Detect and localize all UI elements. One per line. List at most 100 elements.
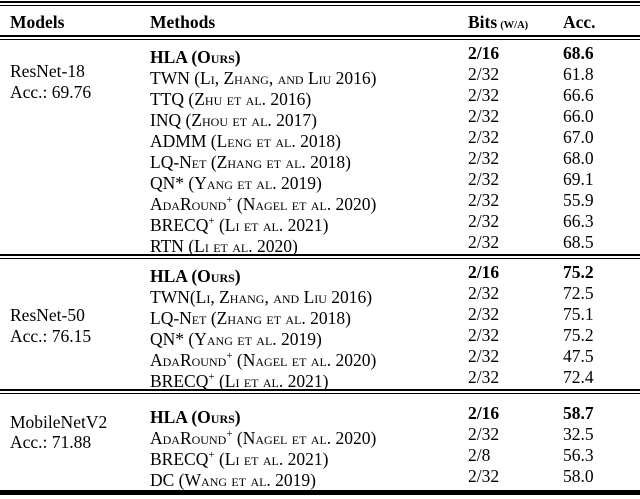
method-name: AdaRound xyxy=(150,193,227,214)
model-baseline-acc: Acc.: 76.15 xyxy=(10,325,92,346)
method-name: TWN (Li, Zhang, and Liu 2016) xyxy=(150,67,377,88)
bits-cell: 2/8 xyxy=(468,445,491,465)
acc-cell: 75.2 xyxy=(563,325,594,345)
bits-cell: 2/16 xyxy=(468,262,500,282)
method-cell: HLA (Ours) xyxy=(150,403,241,428)
acc-cell: 72.5 xyxy=(563,283,594,303)
method-superscript: + xyxy=(226,194,233,206)
table-row: LQ-Net (Zhang et al. 2018) 2/32 68.0 xyxy=(0,148,640,172)
table-row: ADMM (Leng et al. 2018) 2/32 67.0 xyxy=(0,127,640,151)
method-cell: DC (Wang et al. 2019) xyxy=(150,466,316,491)
bits-label: Bits xyxy=(468,12,498,32)
acc-cell: 72.4 xyxy=(563,367,594,387)
table-row: QN* (Yang et al. 2019) 2/32 75.2 xyxy=(0,325,640,349)
table-row: QN* (Yang et al. 2019) 2/32 69.1 xyxy=(0,169,640,193)
table-row: HLA (Ours) 2/16 58.7 xyxy=(0,403,640,427)
acc-cell: 61.8 xyxy=(563,64,594,84)
acc-cell: 75.1 xyxy=(563,304,594,324)
table-row: HLA (Ours) 2/16 68.6 xyxy=(0,43,640,67)
acc-cell: 68.6 xyxy=(563,43,594,63)
table-row: AdaRound+ (Nagel et al. 2020) 2/32 55.9 xyxy=(0,190,640,214)
table-row: INQ (Zhou et al. 2017) 2/32 66.0 xyxy=(0,106,640,130)
method-name: LQ-Net (Zhang et al. 2018) xyxy=(150,151,351,172)
section-resnet50: ResNet-50 Acc.: 76.15 HLA (Ours) 2/16 75… xyxy=(0,262,640,391)
acc-cell: 68.0 xyxy=(563,148,594,168)
method-cell: TTQ (Zhu et al. 2016) xyxy=(150,85,311,110)
method-citation: (Nagel et al. 2020) xyxy=(232,193,377,214)
method-name: TTQ (Zhu et al. 2016) xyxy=(150,88,312,109)
section-rule xyxy=(0,389,640,394)
table-row: BRECQ+ (Li et al. 2021) 2/32 72.4 xyxy=(0,367,640,391)
table-row: TTQ (Zhu et al. 2016) 2/32 66.6 xyxy=(0,85,640,109)
bits-cell: 2/32 xyxy=(468,367,500,387)
method-cell: HLA (Ours) xyxy=(150,262,241,287)
method-cell: INQ (Zhou et al. 2017) xyxy=(150,106,317,131)
method-superscript: + xyxy=(226,428,233,440)
acc-cell: 66.3 xyxy=(563,211,594,231)
model-name: ResNet-50 xyxy=(10,304,85,325)
section-rule xyxy=(0,254,640,259)
table-row: AdaRound+ (Nagel et al. 2020) 2/32 47.5 xyxy=(0,346,640,370)
method-cell: QN* (Yang et al. 2019) xyxy=(150,325,322,350)
method-name: AdaRound xyxy=(150,349,227,370)
method-name: BRECQ xyxy=(150,448,209,469)
method-name: BRECQ xyxy=(150,370,209,391)
bits-cell: 2/32 xyxy=(468,85,500,105)
table-row: TWN (Li, Zhang, and Liu 2016) 2/32 61.8 xyxy=(0,64,640,88)
table-row: TWN(Li, Zhang, and Liu 2016) 2/32 72.5 xyxy=(0,283,640,307)
column-header-acc: Acc. xyxy=(563,12,596,32)
acc-cell: 66.0 xyxy=(563,106,594,126)
method-cell: HLA (Ours) xyxy=(150,43,241,68)
method-name: QN* (Yang et al. 2019) xyxy=(150,328,322,349)
method-cell: AdaRound+ (Nagel et al. 2020) xyxy=(150,346,376,371)
acc-cell: 58.7 xyxy=(563,403,594,423)
bits-unit-label: (W/A) xyxy=(500,20,529,31)
method-cell: LQ-Net (Zhang et al. 2018) xyxy=(150,304,351,329)
acc-cell: 69.1 xyxy=(563,169,594,189)
acc-cell: 75.2 xyxy=(563,262,594,282)
method-citation: (Nagel et al. 2020) xyxy=(232,427,377,448)
method-superscript: + xyxy=(208,449,215,461)
method-citation: (Nagel et al. 2020) xyxy=(232,349,377,370)
method-superscript: + xyxy=(208,371,215,383)
method-cell: QN* (Yang et al. 2019) xyxy=(150,169,322,194)
bits-cell: 2/32 xyxy=(468,169,500,189)
bits-cell: 2/32 xyxy=(468,127,500,147)
model-name: ResNet-18 xyxy=(10,60,85,81)
table-row: BRECQ+ (Li et al. 2021) 2/32 66.3 xyxy=(0,211,640,235)
acc-cell: 67.0 xyxy=(563,127,594,147)
table-row: LQ-Net (Zhang et al. 2018) 2/32 75.1 xyxy=(0,304,640,328)
bits-cell: 2/32 xyxy=(468,148,500,168)
bits-cell: 2/32 xyxy=(468,466,500,486)
method-cell: BRECQ+ (Li et al. 2021) xyxy=(150,211,328,236)
bits-cell: 2/32 xyxy=(468,325,500,345)
acc-cell: 56.3 xyxy=(563,445,594,465)
bits-cell: 2/32 xyxy=(468,211,500,231)
bits-cell: 2/16 xyxy=(468,43,500,63)
method-cell: BRECQ+ (Li et al. 2021) xyxy=(150,445,328,470)
bottom-rule xyxy=(0,490,640,495)
bits-cell: 2/32 xyxy=(468,232,500,252)
section-mobilenetv2: MobileNetV2 Acc.: 71.88 HLA (Ours) 2/16 … xyxy=(0,403,640,490)
method-cell: AdaRound+ (Nagel et al. 2020) xyxy=(150,424,376,449)
bits-cell: 2/32 xyxy=(468,283,500,303)
method-name: BRECQ xyxy=(150,214,209,235)
column-header-bits: Bits (W/A) xyxy=(468,11,528,37)
method-cell: LQ-Net (Zhang et al. 2018) xyxy=(150,148,351,173)
top-rule xyxy=(0,1,640,6)
bits-cell: 2/32 xyxy=(468,190,500,210)
method-name: HLA (Ours) xyxy=(150,46,241,67)
method-name: HLA (Ours) xyxy=(150,406,241,427)
model-baseline-acc: Acc.: 69.76 xyxy=(10,81,92,102)
table-row: RTN (Li et al. 2020) 2/32 68.5 xyxy=(0,232,640,256)
table-row: DC (Wang et al. 2019) 2/32 58.0 xyxy=(0,466,640,490)
method-cell: TWN(Li, Zhang, and Liu 2016) xyxy=(150,283,372,308)
table-row: HLA (Ours) 2/16 75.2 xyxy=(0,262,640,286)
method-name: TWN(Li, Zhang, and Liu 2016) xyxy=(150,286,373,307)
method-name: ADMM (Leng et al. 2018) xyxy=(150,130,341,151)
method-cell: ADMM (Leng et al. 2018) xyxy=(150,127,341,152)
acc-cell: 68.5 xyxy=(563,232,594,252)
method-cell: AdaRound+ (Nagel et al. 2020) xyxy=(150,190,376,215)
method-citation: (Li et al. 2021) xyxy=(214,214,329,235)
